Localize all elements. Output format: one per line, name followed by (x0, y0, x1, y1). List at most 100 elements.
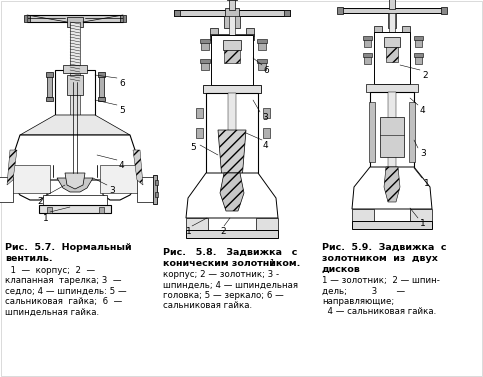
Bar (257, 59, 267, 63)
Text: 2: 2 (220, 227, 226, 236)
Bar (210, 28, 218, 36)
Text: золотником  из  двух: золотником из двух (322, 254, 438, 263)
Bar (284, 10, 290, 16)
Polygon shape (65, 173, 85, 189)
Bar (46, 97, 53, 101)
Bar (55, 70, 95, 115)
Bar (186, 218, 208, 230)
Polygon shape (384, 167, 400, 202)
Bar (27, 15, 123, 22)
Polygon shape (220, 173, 244, 211)
Bar (186, 230, 278, 238)
Text: 1 — золотник;  2 — шпин-
дель;         3       —
направляющие;
  4 — сальниковая: 1 — золотник; 2 — шпин- дель; 3 — направ… (322, 276, 440, 316)
Bar (225, 8, 239, 18)
Bar (100, 165, 140, 193)
Bar (410, 209, 432, 221)
Bar (137, 177, 155, 202)
Bar (43, 195, 107, 205)
Text: 4: 4 (119, 161, 125, 170)
Bar (229, 16, 235, 190)
Bar (337, 7, 343, 14)
Bar (70, 22, 80, 82)
Text: 1: 1 (43, 214, 49, 223)
Bar (203, 85, 261, 93)
Bar (415, 37, 422, 47)
Bar (24, 15, 30, 22)
Bar (364, 37, 371, 47)
Bar (369, 102, 375, 162)
Text: коническим золотником.: коническим золотником. (163, 259, 300, 268)
Bar (196, 128, 203, 138)
Bar (46, 72, 53, 77)
Text: 2: 2 (37, 197, 43, 206)
Bar (384, 37, 400, 47)
Bar (388, 92, 396, 170)
Bar (386, 40, 398, 62)
Bar (441, 7, 447, 14)
Text: 4: 4 (420, 106, 426, 115)
Text: 6: 6 (119, 79, 125, 88)
Polygon shape (186, 173, 278, 218)
Bar (246, 28, 254, 36)
Polygon shape (20, 115, 130, 135)
Bar (47, 75, 52, 97)
Bar (366, 84, 418, 92)
Bar (98, 97, 105, 101)
Bar (388, 13, 396, 28)
Bar (223, 40, 241, 50)
Bar (211, 35, 253, 85)
Bar (229, 0, 235, 10)
Bar (98, 72, 105, 77)
Text: 1: 1 (186, 227, 192, 236)
Polygon shape (57, 178, 93, 192)
Bar (155, 192, 158, 197)
Text: Рис.  5.9.  Задвижка  с: Рис. 5.9. Задвижка с (322, 243, 446, 252)
Bar (70, 70, 80, 125)
Bar (258, 60, 266, 70)
Polygon shape (133, 150, 143, 185)
Text: 3: 3 (262, 113, 268, 122)
Text: Рис.   5.8.   Задвижка   с: Рис. 5.8. Задвижка с (163, 248, 298, 257)
Text: 5: 5 (119, 106, 125, 115)
Bar (196, 108, 203, 118)
Bar (210, 34, 254, 40)
Bar (10, 165, 50, 193)
Bar (47, 207, 52, 213)
Text: корпус; 2 — золотник; 3 -
шпиндель; 4 — шпиндельная
головка; 5 — зеркало; 6 —
са: корпус; 2 — золотник; 3 - шпиндель; 4 — … (163, 270, 298, 310)
Text: 1 -: 1 - (267, 259, 281, 268)
Bar (224, 43, 240, 63)
Bar (414, 36, 423, 40)
Text: 6: 6 (263, 66, 269, 75)
Text: 1: 1 (424, 179, 430, 188)
Text: Рис.  5.7.  Нормальный: Рис. 5.7. Нормальный (5, 243, 132, 252)
Bar (263, 128, 270, 138)
Bar (120, 15, 126, 22)
Bar (228, 93, 236, 210)
Polygon shape (218, 130, 246, 188)
Bar (258, 40, 266, 50)
Polygon shape (7, 150, 17, 185)
Bar (200, 59, 210, 63)
Bar (374, 32, 410, 84)
Bar (67, 75, 83, 95)
Bar (389, 0, 395, 9)
Polygon shape (352, 167, 432, 209)
Text: 1  —  корпус;  2  —
клапанная  тарелка; 3  —
седло; 4 — шпиндель: 5 —
сальникова: 1 — корпус; 2 — клапанная тарелка; 3 — с… (5, 266, 127, 317)
Text: 4: 4 (263, 141, 269, 150)
Bar (257, 39, 267, 43)
Bar (99, 207, 104, 213)
Bar (415, 54, 422, 64)
Text: 1: 1 (420, 219, 426, 228)
Bar (0, 177, 13, 202)
Bar (63, 65, 87, 73)
Bar (389, 13, 395, 195)
Bar (153, 175, 157, 204)
Bar (364, 54, 371, 64)
Bar (224, 16, 240, 28)
Bar (370, 92, 414, 200)
Bar (352, 209, 374, 221)
Bar (201, 60, 209, 70)
Bar (363, 53, 372, 57)
Text: 2: 2 (422, 71, 427, 80)
Bar (155, 180, 158, 185)
